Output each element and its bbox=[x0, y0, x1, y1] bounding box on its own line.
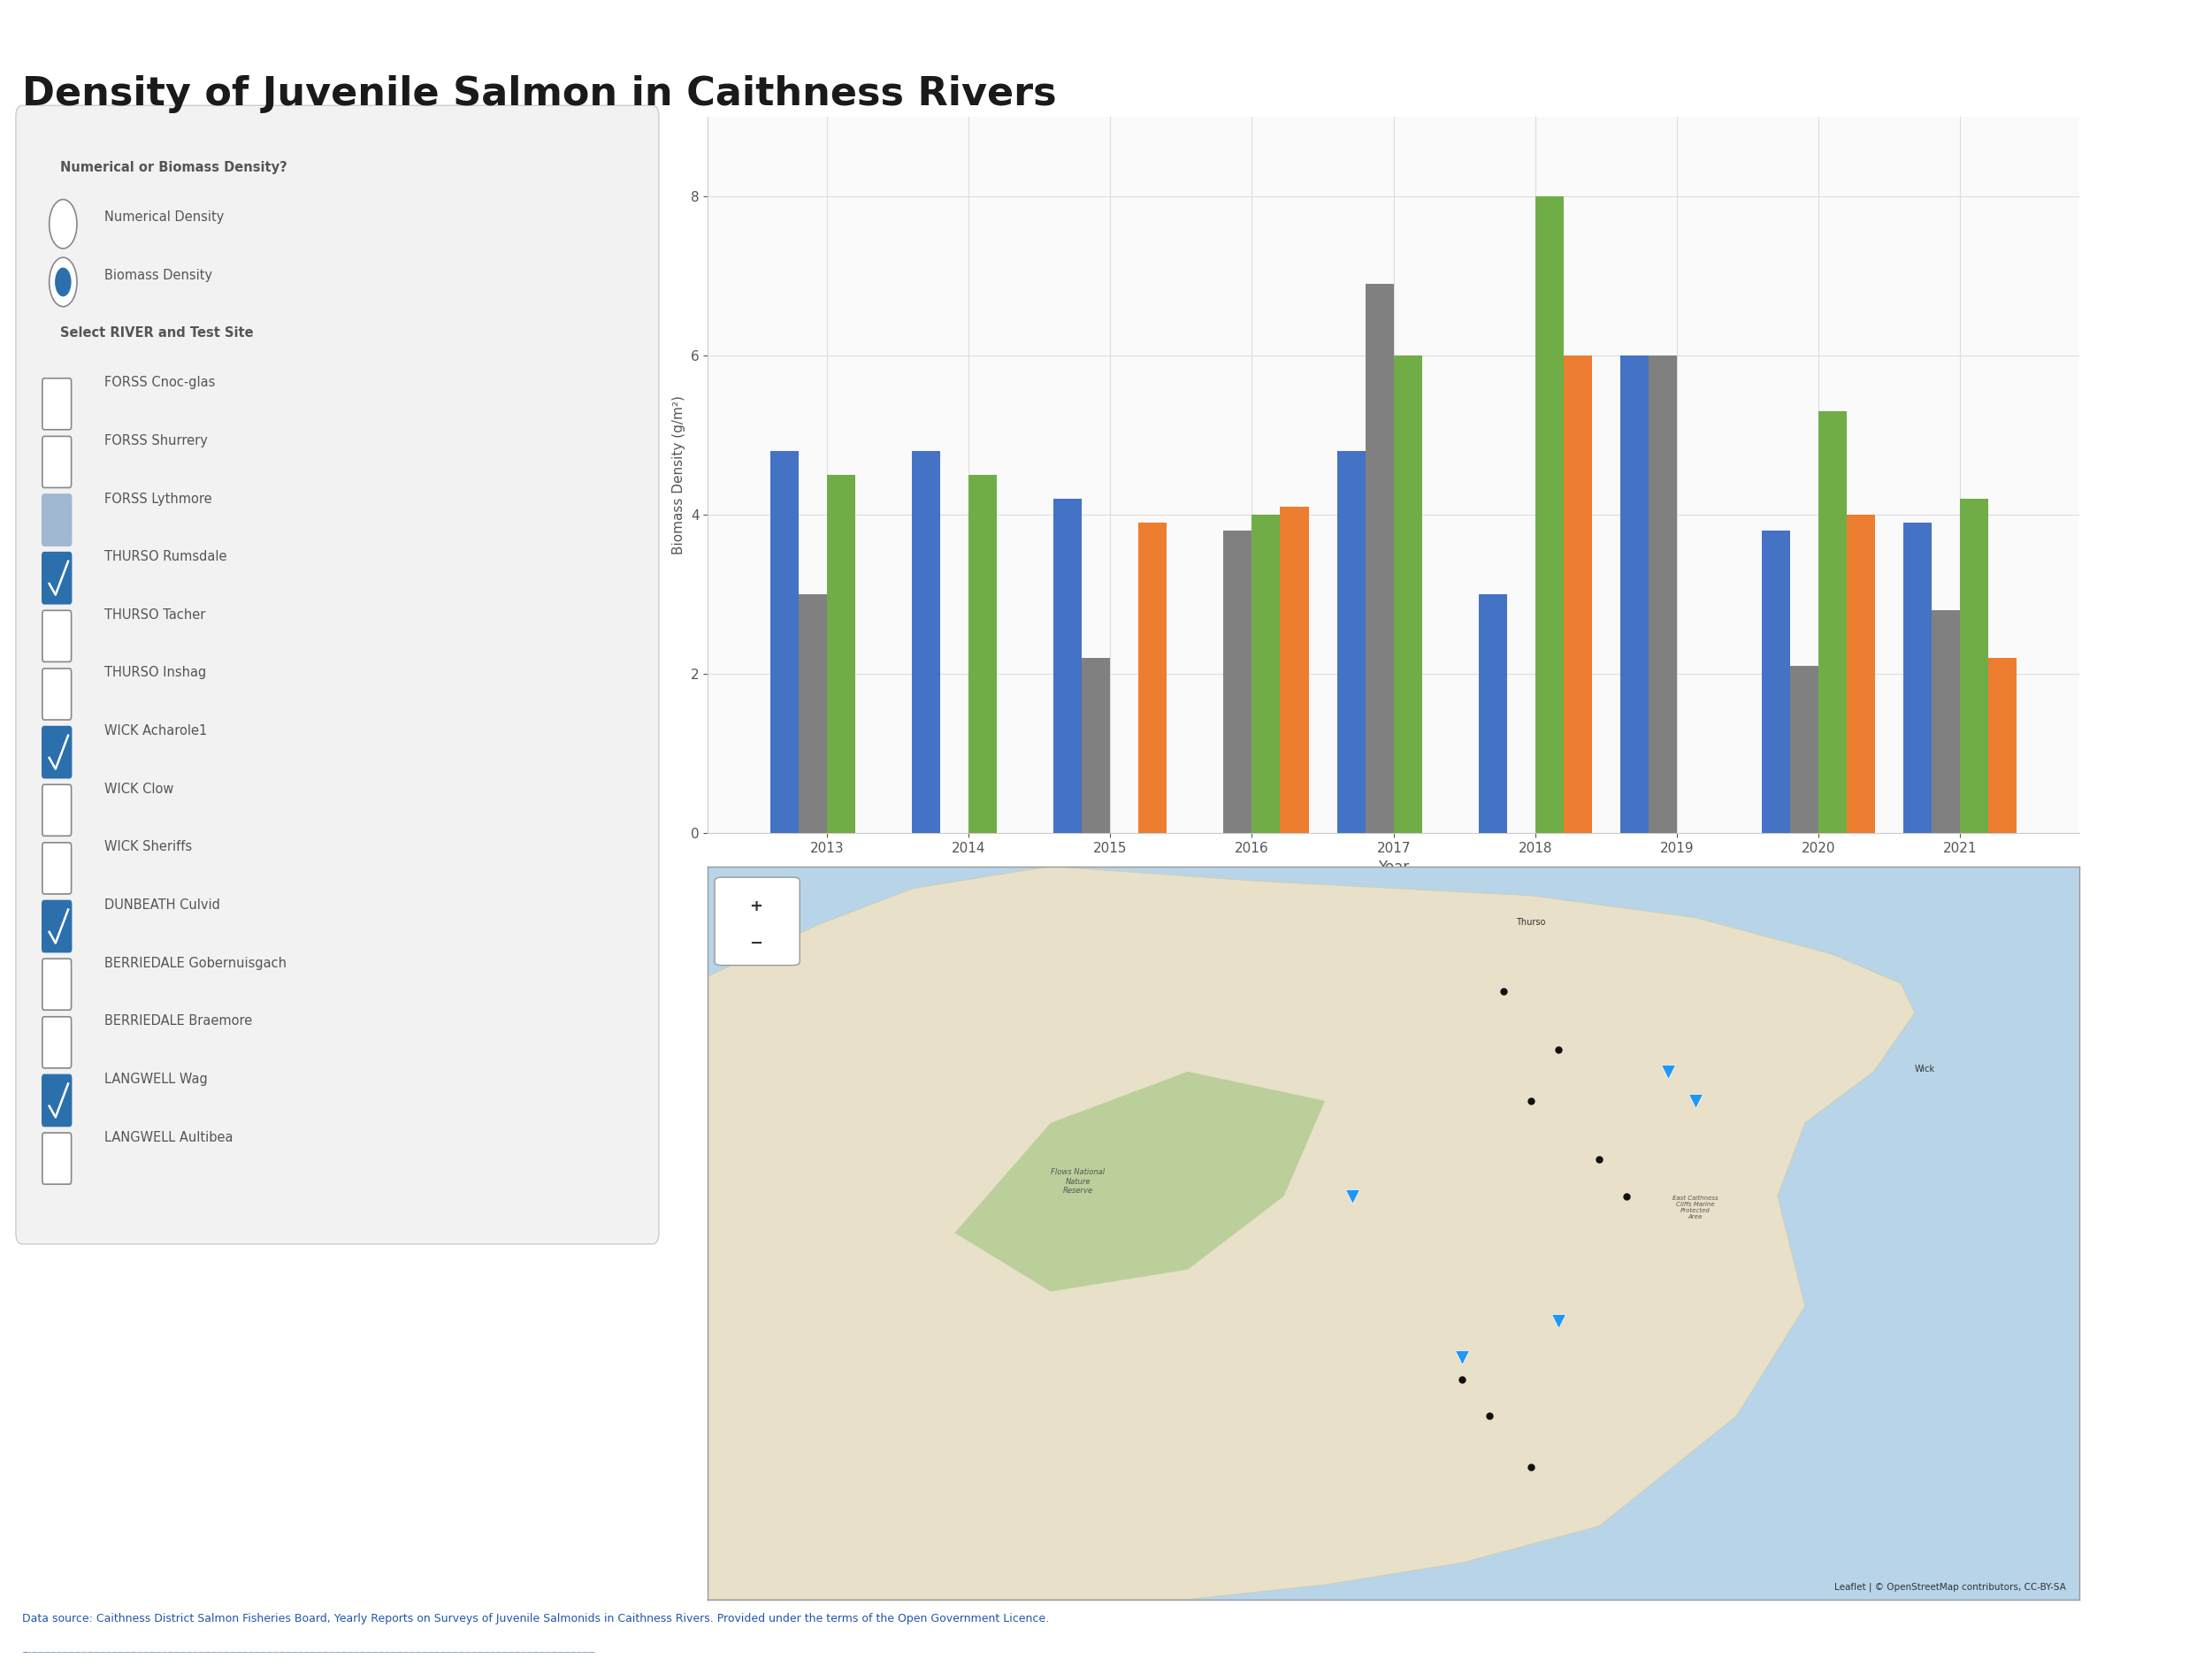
Bar bbox=[1336, 451, 1365, 833]
FancyBboxPatch shape bbox=[42, 901, 71, 951]
Bar bbox=[1931, 610, 1960, 833]
Text: BERRIEDALE Gobernuisgach: BERRIEDALE Gobernuisgach bbox=[104, 956, 285, 970]
FancyBboxPatch shape bbox=[42, 785, 71, 836]
Text: FORSS Shurrery: FORSS Shurrery bbox=[104, 435, 208, 448]
Text: Numerical Density: Numerical Density bbox=[104, 210, 223, 223]
Bar bbox=[1790, 666, 1818, 833]
Bar bbox=[1535, 197, 1564, 833]
Text: WICK Sheriffs: WICK Sheriffs bbox=[104, 840, 192, 853]
FancyBboxPatch shape bbox=[42, 726, 71, 778]
Text: Data source: Caithness District Salmon Fisheries Board, Yearly Reports on Survey: Data source: Caithness District Salmon F… bbox=[22, 1613, 1048, 1624]
Circle shape bbox=[55, 268, 71, 297]
Bar bbox=[1394, 355, 1422, 833]
Polygon shape bbox=[708, 866, 1916, 1599]
Text: THURSO Tacher: THURSO Tacher bbox=[104, 608, 206, 621]
Text: +: + bbox=[750, 898, 763, 915]
Bar bbox=[1905, 523, 1931, 833]
FancyBboxPatch shape bbox=[42, 1075, 71, 1126]
Text: WICK Clow: WICK Clow bbox=[104, 783, 173, 796]
Bar bbox=[1281, 506, 1310, 833]
Text: Density of Juvenile Salmon in Caithness Rivers: Density of Juvenile Salmon in Caithness … bbox=[22, 75, 1057, 113]
Bar bbox=[1847, 515, 1876, 833]
Bar bbox=[827, 475, 856, 833]
Text: ________________________________________________________________________________: ________________________________________… bbox=[22, 1648, 595, 1653]
Text: LANGWELL Wag: LANGWELL Wag bbox=[104, 1073, 208, 1086]
FancyBboxPatch shape bbox=[714, 878, 801, 965]
Bar bbox=[969, 475, 998, 833]
Bar bbox=[1139, 523, 1168, 833]
Bar bbox=[1619, 355, 1648, 833]
Polygon shape bbox=[956, 1071, 1325, 1291]
X-axis label: Year: Year bbox=[1378, 860, 1409, 876]
Bar bbox=[1818, 412, 1847, 833]
FancyBboxPatch shape bbox=[42, 553, 71, 603]
FancyBboxPatch shape bbox=[42, 378, 71, 430]
Bar bbox=[1082, 658, 1110, 833]
Bar bbox=[1223, 530, 1252, 833]
Bar bbox=[1960, 498, 1989, 833]
Bar bbox=[1648, 355, 1677, 833]
FancyBboxPatch shape bbox=[42, 668, 71, 720]
Circle shape bbox=[49, 258, 77, 307]
Bar bbox=[911, 451, 940, 833]
FancyBboxPatch shape bbox=[42, 843, 71, 895]
Bar bbox=[1478, 595, 1506, 833]
FancyBboxPatch shape bbox=[42, 610, 71, 661]
Text: Wick: Wick bbox=[1916, 1065, 1936, 1073]
Bar bbox=[770, 451, 799, 833]
Text: THURSO Inshag: THURSO Inshag bbox=[104, 666, 206, 680]
Bar bbox=[1053, 498, 1082, 833]
Text: Flows National
Nature
Reserve: Flows National Nature Reserve bbox=[1051, 1168, 1106, 1195]
Text: LANGWELL Aultibea: LANGWELL Aultibea bbox=[104, 1131, 232, 1145]
Text: DUNBEATH Culvid: DUNBEATH Culvid bbox=[104, 898, 219, 911]
Text: THURSO Rumsdale: THURSO Rumsdale bbox=[104, 550, 226, 563]
Text: Numerical or Biomass Density?: Numerical or Biomass Density? bbox=[60, 162, 288, 175]
Text: Leaflet | © OpenStreetMap contributors, CC-BY-SA: Leaflet | © OpenStreetMap contributors, … bbox=[1834, 1583, 2066, 1593]
Bar bbox=[1365, 283, 1394, 833]
Text: Thurso: Thurso bbox=[1515, 918, 1546, 926]
Text: Biomass Density: Biomass Density bbox=[104, 268, 212, 282]
FancyBboxPatch shape bbox=[15, 105, 659, 1245]
Text: FORSS Lythmore: FORSS Lythmore bbox=[104, 491, 212, 505]
Text: WICK Acharole1: WICK Acharole1 bbox=[104, 725, 208, 738]
FancyBboxPatch shape bbox=[42, 1133, 71, 1185]
Bar bbox=[799, 595, 827, 833]
Text: BERRIEDALE Braemore: BERRIEDALE Braemore bbox=[104, 1015, 252, 1028]
Bar bbox=[1252, 515, 1281, 833]
Circle shape bbox=[49, 200, 77, 248]
Text: East Caithness
Cliffs Marine
Protected
Area: East Caithness Cliffs Marine Protected A… bbox=[1672, 1195, 1719, 1220]
Text: −: − bbox=[750, 935, 763, 951]
Text: Select RIVER and Test Site: Select RIVER and Test Site bbox=[60, 327, 254, 340]
FancyBboxPatch shape bbox=[42, 495, 71, 546]
FancyBboxPatch shape bbox=[42, 1016, 71, 1068]
Text: FORSS Cnoc-glas: FORSS Cnoc-glas bbox=[104, 377, 215, 390]
Bar bbox=[1564, 355, 1593, 833]
FancyBboxPatch shape bbox=[42, 436, 71, 488]
Bar bbox=[1763, 530, 1790, 833]
Y-axis label: Biomass Density (g/m²): Biomass Density (g/m²) bbox=[672, 395, 686, 555]
Bar bbox=[1989, 658, 2017, 833]
FancyBboxPatch shape bbox=[42, 958, 71, 1010]
